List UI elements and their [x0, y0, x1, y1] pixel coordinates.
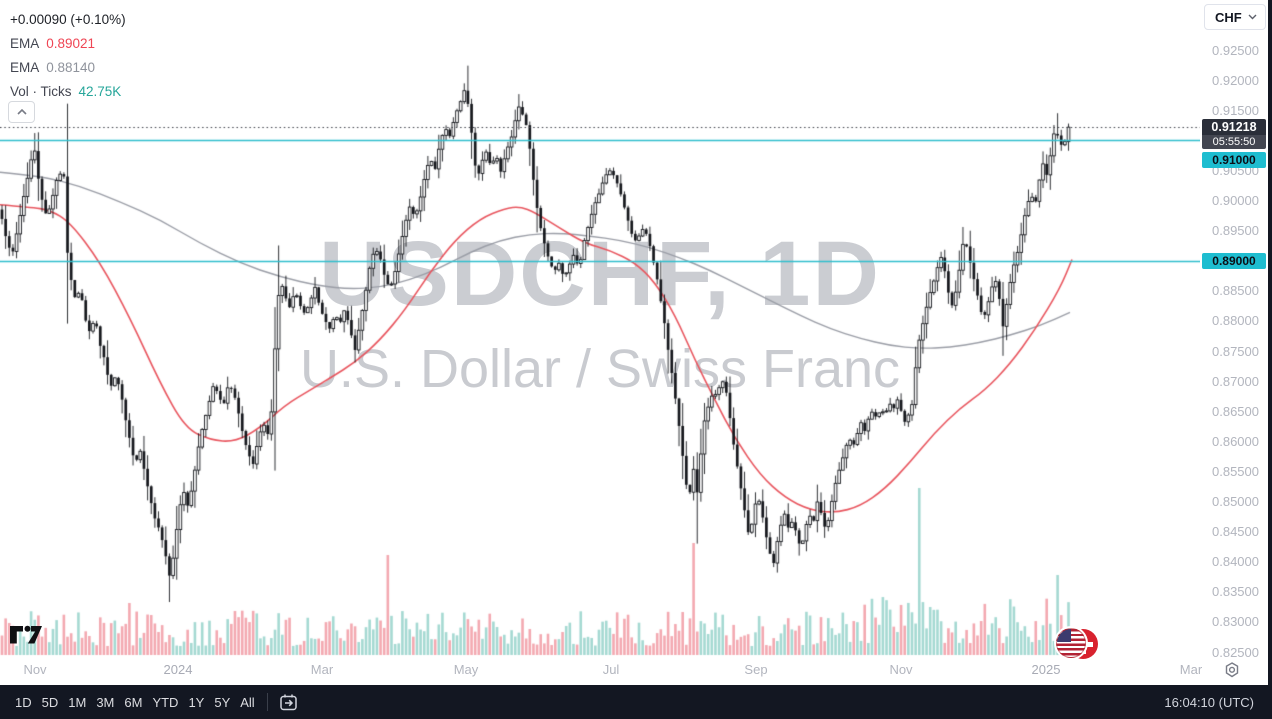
range-button-1Y[interactable]: 1Y: [188, 694, 205, 710]
time-tick-Mar: Mar: [1179, 662, 1203, 677]
price-tick: 0.88000: [1212, 313, 1259, 329]
price-tick: 0.82500: [1212, 644, 1259, 660]
range-button-6M[interactable]: 6M: [124, 694, 143, 710]
ema-slow-value: 0.88140: [46, 59, 96, 75]
price-tick: 0.87000: [1212, 373, 1259, 389]
time-tick-May: May: [453, 662, 479, 677]
time-tick-Nov: Nov: [23, 662, 47, 677]
price-tick: 0.85500: [1212, 463, 1259, 479]
time-tick-Jul: Jul: [602, 662, 620, 677]
range-button-1D[interactable]: 1D: [15, 694, 32, 710]
currency-unit-button[interactable]: CHF: [1204, 4, 1266, 30]
toolbar-divider: [266, 693, 268, 711]
bar-countdown: 05:55:50: [1202, 135, 1266, 149]
tradingview-logo[interactable]: [8, 617, 44, 652]
symbol-pair-flags: [1056, 626, 1100, 660]
currency-unit-label: CHF: [1215, 9, 1242, 25]
date-range-buttons: 1D 5D 1M 3M 6M YTD 1Y 5Y All: [10, 691, 260, 714]
time-tick-2025: 2025: [1031, 662, 1061, 677]
range-button-YTD[interactable]: YTD: [152, 694, 179, 710]
axis-settings-gear-icon[interactable]: [1222, 660, 1242, 680]
range-button-1M[interactable]: 1M: [68, 694, 87, 710]
range-button-5D[interactable]: 5D: [41, 694, 59, 710]
price-tick: 0.85000: [1212, 494, 1259, 509]
price-tick: 0.92000: [1212, 72, 1259, 88]
price-tick: 0.84500: [1212, 524, 1259, 540]
calendar-icon: [279, 694, 297, 710]
price-tick: 0.87500: [1212, 343, 1259, 359]
price-tick: 0.83500: [1212, 584, 1259, 600]
volume-row[interactable]: Vol · Ticks 42.75K: [10, 83, 122, 99]
price-tick: 0.89500: [1212, 223, 1259, 239]
window-edge: [1268, 0, 1272, 719]
level-badge-089[interactable]: 0.89000: [1202, 253, 1266, 269]
chevron-up-icon: [16, 109, 27, 115]
go-to-date-button[interactable]: [277, 691, 300, 714]
change-text: +0.00090 (+0.10%): [10, 11, 126, 27]
volume-value: 42.75K: [78, 83, 122, 99]
time-tick-Mar: Mar: [310, 662, 334, 677]
price-chart-canvas[interactable]: [0, 0, 1272, 685]
price-tick: 0.83000: [1212, 614, 1259, 630]
level-badge-091[interactable]: 0.91000: [1202, 152, 1266, 168]
ema-fast-value: 0.89021: [46, 35, 96, 51]
range-button-3M[interactable]: 3M: [96, 694, 115, 710]
price-axis[interactable]: 0.91218 05:55:50 0.91000 0.89000 0.92500…: [1200, 0, 1268, 685]
price-tick: 0.92500: [1212, 42, 1259, 58]
chevron-down-icon: [1248, 14, 1257, 20]
last-price-badge: 0.91218 05:55:50: [1202, 119, 1266, 149]
bottom-toolbar: 1D 5D 1M 3M 6M YTD 1Y 5Y All 16:04:10 (UTC): [0, 685, 1272, 719]
indicator-legend: +0.00090 (+0.10%) EMA 0.89021 EMA 0.8814…: [10, 7, 126, 103]
time-tick-Sep: Sep: [744, 662, 768, 677]
last-price-value: 0.91218: [1202, 119, 1266, 135]
ema-fast-row[interactable]: EMA 0.89021: [10, 35, 96, 51]
range-button-All[interactable]: All: [240, 694, 255, 710]
time-tick-Nov: Nov: [889, 662, 913, 677]
legend-collapse-button[interactable]: [8, 101, 35, 123]
change-row: +0.00090 (+0.10%): [10, 7, 126, 31]
price-tick: 0.84000: [1212, 554, 1259, 570]
clock-utc: 16:04:10 (UTC): [1164, 694, 1254, 710]
price-tick: 0.90000: [1212, 193, 1259, 208]
price-tick: 0.86500: [1212, 403, 1259, 419]
ema-slow-row[interactable]: EMA 0.88140: [10, 59, 96, 75]
price-tick: 0.91500: [1212, 102, 1259, 118]
usd-flag-icon: [1056, 628, 1086, 658]
time-axis[interactable]: Nov 2024 Mar May Jul Sep Nov 2025 Mar: [0, 655, 1268, 685]
range-button-5Y[interactable]: 5Y: [214, 694, 231, 710]
price-tick: 0.86000: [1212, 433, 1259, 449]
price-tick: 0.88500: [1212, 283, 1259, 299]
time-tick-2024: 2024: [163, 662, 193, 677]
